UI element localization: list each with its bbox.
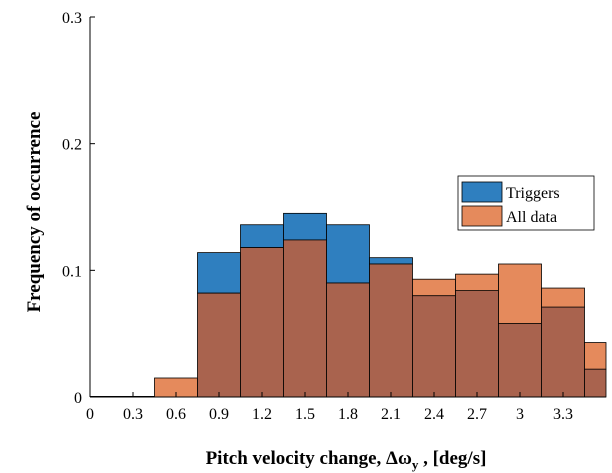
x-axis-ticks: 0 0.3 0.6 0.9 1.2 1.5 1.8 2.1 2.4 2.7 3 3.3 <box>86 392 573 423</box>
all-data-bar <box>541 287 585 308</box>
x-tick-label: 0.6 <box>166 406 186 423</box>
x-tick-label: 2.1 <box>381 406 401 423</box>
overlap-bar <box>283 239 327 398</box>
x-tick-label: 3.3 <box>553 406 573 423</box>
overlap-bar <box>455 290 499 398</box>
x-tick-label: 0.9 <box>209 406 229 423</box>
y-tick-label: 0.2 <box>62 137 82 154</box>
all-data-bar <box>498 263 542 324</box>
x-axis-label-tail: , [deg/s] <box>418 448 486 469</box>
all-data-bars <box>154 239 607 398</box>
y-tick-label: 0.3 <box>62 10 82 27</box>
triggers-bar <box>283 212 327 241</box>
triggers-bar <box>326 224 370 284</box>
legend-swatch <box>461 181 503 203</box>
x-tick-label: 2.4 <box>424 406 444 423</box>
overlap-bar <box>240 247 284 398</box>
overlap-bar <box>412 295 456 398</box>
x-axis-label: Pitch velocity change, Δωy , [deg/s] <box>206 448 487 472</box>
x-tick-label: 3 <box>516 406 524 423</box>
y-tick-label: 0 <box>74 390 82 407</box>
triggers-bar <box>197 252 241 294</box>
y-tick-label: 0.1 <box>62 263 82 280</box>
y-axis-label: Frequency of occurrence <box>24 112 45 313</box>
legend-label: Triggers <box>506 185 560 202</box>
x-tick-label: 1.5 <box>295 406 315 423</box>
x-tick-label: 0.3 <box>123 406 143 423</box>
triggers-bar <box>369 257 413 265</box>
legend: Triggers All data <box>457 175 595 231</box>
overlap-bar <box>498 323 542 398</box>
legend-swatch <box>461 205 503 227</box>
all-data-bar <box>412 278 456 297</box>
overlap-bar <box>584 368 607 398</box>
overlap-bar <box>326 282 370 398</box>
x-axis-label-main: Pitch velocity change, Δω <box>206 448 412 469</box>
legend-label: All data <box>506 209 557 226</box>
overlap-bar <box>541 306 585 398</box>
triggers-bars <box>197 212 413 294</box>
overlap-bar <box>369 263 413 398</box>
x-tick-label: 1.8 <box>338 406 358 423</box>
overlap-bar <box>197 292 241 398</box>
all-data-bar <box>455 273 499 291</box>
x-tick-label: 1.2 <box>252 406 272 423</box>
x-tick-label: 2.7 <box>467 406 487 423</box>
x-axis-label-subscript: y <box>412 457 419 472</box>
triggers-bar <box>240 224 284 248</box>
x-tick-label: 0 <box>86 406 94 423</box>
y-axis-ticks: 0 0.1 0.2 0.3 <box>62 10 95 407</box>
all-data-bar <box>584 342 607 370</box>
